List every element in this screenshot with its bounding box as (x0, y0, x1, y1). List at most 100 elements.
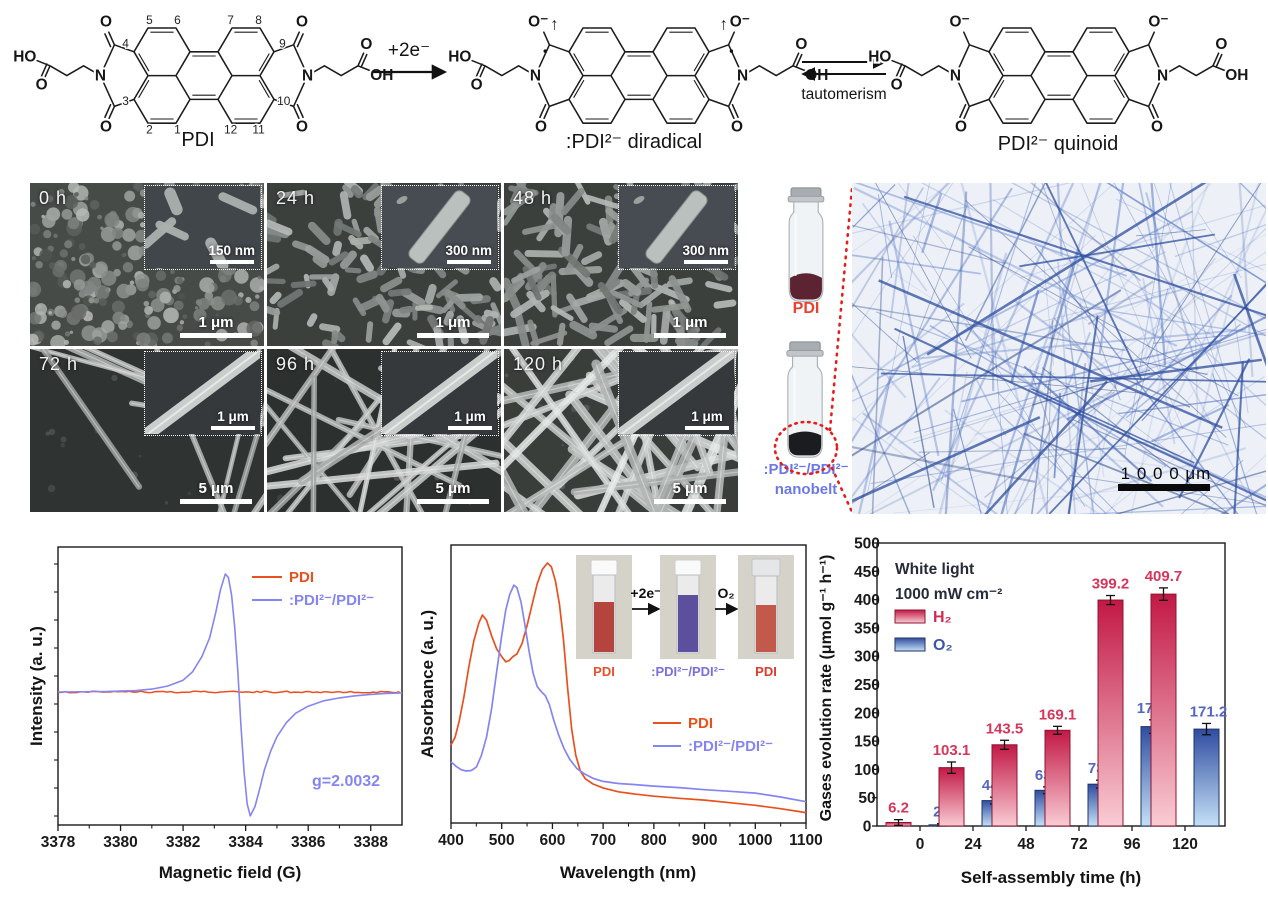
inset-label-pdi-before: PDI (593, 664, 615, 679)
tick-label: 1100 (789, 832, 823, 849)
cuvette-photo-pdi-after (738, 555, 794, 659)
inset-label-dianion: :PDI²⁻/PDI²⁻ (651, 664, 725, 679)
legend-label-pdi: PDI (688, 715, 713, 732)
inset-scale-bar: 1 μm (685, 409, 729, 430)
bar-value-h2-120h: 409.7 (1145, 568, 1183, 585)
sem-panel-96h: 96 h 1 μm 5 μm (267, 349, 501, 512)
sem-inset-micrograph: 1 μm (144, 351, 262, 436)
tick-label: 900 (692, 832, 718, 849)
bar-value-o2-120h: 171.2 (1190, 703, 1228, 720)
reaction-scheme: O O N N HO O O OH O O 5 6 7 8 4 9 3 10 2… (0, 11, 1268, 138)
tick-label: 350 (854, 620, 880, 637)
uvvis-x-axis-label: Wavelength (nm) (560, 863, 696, 882)
atom-oxygen-anion: O⁻ (730, 14, 750, 31)
tick-label: 250 (854, 677, 880, 694)
tick-label: 48 (1017, 836, 1035, 853)
legend-label-dianion: :PDI²⁻/PDI²⁻ (289, 592, 374, 609)
inset-scale-bar: 300 nm (682, 243, 729, 264)
sem-inset-micrograph: 150 nm (144, 185, 262, 270)
tick-label: 400 (854, 592, 880, 609)
inset-cuvette-photos: +2e⁻ O₂ PDI :PDI²⁻/PDI²⁻ PDI (576, 555, 794, 679)
tick-label: 24 (964, 836, 982, 853)
cuvette-photo-pdi-before (576, 555, 632, 659)
error-bar (947, 761, 956, 774)
inset-scale-bar: 1 μm (448, 409, 492, 430)
main-scale-bar: 1 μm (417, 314, 489, 338)
chart-gas-evolution: Gases evolution rate (μmol g⁻¹ h⁻¹) Self… (815, 536, 1268, 903)
sem-panel-120h: 120 h 1 μm 5 μm (504, 349, 738, 512)
svg-text:2: 2 (146, 123, 153, 137)
bar-x-axis-label: Self-assembly time (h) (961, 868, 1141, 887)
error-bar (1202, 722, 1211, 736)
uvvis-curve-pdi (450, 562, 807, 814)
svg-text:5: 5 (146, 13, 153, 27)
sem-inset-micrograph: 300 nm (618, 185, 736, 270)
tick-label: 3388 (353, 834, 388, 851)
optical-scale-bar (1118, 484, 1210, 491)
bar-value-h2-48h: 143.5 (986, 720, 1024, 737)
tick-label: 150 (854, 734, 880, 751)
error-bar (1159, 587, 1168, 601)
legend-swatch-o2 (894, 637, 926, 652)
error-bar (1106, 594, 1115, 606)
spin-up-arrow-icon: ↑ (550, 14, 558, 33)
bar-h2-48h (991, 744, 1018, 827)
chart-uvvis: Absorbance (a. u.) Wavelength (nm) PDI :… (418, 540, 823, 902)
tick-label: 400 (438, 832, 464, 849)
legend-label-pdi: PDI (289, 569, 314, 586)
tick-label: 700 (590, 832, 616, 849)
dotted-callout-line (828, 186, 854, 432)
red-solution (594, 602, 614, 652)
pdi-powder (790, 273, 822, 300)
vial-label-nanobelt-line2: nanobelt (774, 481, 838, 498)
tick-label: 96 (1123, 836, 1141, 853)
cuvette-cap (590, 559, 618, 576)
red-solution (756, 605, 776, 652)
inset-scale-bar: 1 μm (211, 409, 255, 430)
main-scale-bar: 5 μm (654, 480, 726, 504)
vial-glass-body (787, 355, 823, 458)
tick-label: 72 (1070, 836, 1087, 853)
svg-text:10: 10 (277, 94, 291, 108)
legend-swatch-h2 (894, 609, 926, 624)
sem-time-label: 96 h (276, 354, 316, 374)
svg-text:9: 9 (279, 37, 286, 51)
sem-time-label: 120 h (513, 354, 564, 374)
sem-panel-0h: 0 h 150 nm 1 μm (30, 183, 264, 346)
sem-time-label: 24 h (276, 188, 316, 208)
bar-h2-120h (1150, 593, 1177, 827)
uvvis-curve-dianion (450, 584, 807, 803)
molecule-name-pdi: PDI (181, 129, 215, 151)
radical-dot-icon (543, 49, 547, 53)
tick-label: 300 (854, 649, 880, 666)
uvvis-legend: PDI :PDI²⁻/PDI²⁻ (653, 715, 773, 755)
legend-label-dianion: :PDI²⁻/PDI²⁻ (688, 738, 773, 755)
molecule-pdi-quinoid: O⁻ O⁻ (868, 11, 1248, 136)
reduction-arrow-label: +2e⁻ (630, 585, 661, 601)
nanobelt-fibers (852, 183, 1266, 514)
tick-label: 800 (641, 832, 667, 849)
tick-label: 0 (916, 836, 925, 853)
legend-label-h2: H₂ (933, 609, 952, 626)
bar-value-h2-24h: 103.1 (933, 742, 971, 759)
tick-label: 600 (539, 832, 565, 849)
cuvette-glass-cap (751, 558, 781, 577)
legend-label-o2: O₂ (933, 637, 953, 654)
tick-label: 450 (854, 564, 880, 581)
optical-micrograph-nanobelts (852, 183, 1266, 514)
cuvette-photo-dianion (660, 555, 716, 659)
light-source-annotation: White light (895, 561, 974, 578)
tick-label: 3380 (103, 834, 137, 851)
bar-h2-24h (938, 767, 965, 827)
main-scale-bar: 1 μm (180, 314, 252, 338)
uvvis-axes: 400 500 600 700 800 900 1000 1100 (438, 544, 823, 849)
molecule-name-quinoid: PDI²⁻ quinoid (997, 133, 1119, 155)
atom-oxygen-anion: O⁻ (950, 14, 970, 31)
svg-text:4: 4 (122, 37, 129, 51)
svg-text:11: 11 (252, 123, 265, 137)
tick-label: 200 (854, 705, 880, 722)
main-scale-bar: 5 μm (417, 480, 489, 504)
bar-legend: H₂ O₂ (894, 609, 953, 654)
sem-time-label: 0 h (39, 188, 68, 208)
